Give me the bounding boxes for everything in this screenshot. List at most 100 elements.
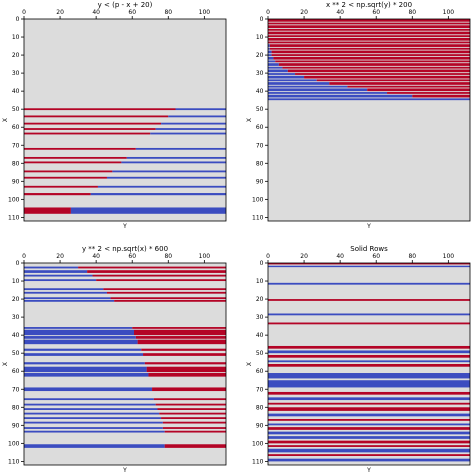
row-blue-segment-13 [268, 56, 274, 60]
y-tick-label: 40 [256, 332, 264, 339]
row-red-segment-3 [268, 25, 470, 29]
row-blue-segment-23 [24, 417, 162, 420]
y-tick-label: 70 [256, 142, 264, 149]
row-blue-segment-7 [24, 297, 111, 300]
axes-frame [23, 262, 227, 466]
row-blue-segment-12 [268, 54, 272, 56]
row-red-segment-26 [164, 430, 226, 433]
row-red-segment-8 [114, 299, 226, 302]
row-red-segment-1 [24, 108, 176, 111]
row-red-segment-9 [24, 170, 113, 173]
row-blue-segment-16 [268, 66, 283, 69]
y-tick-label: 50 [256, 106, 264, 113]
row-blue-segment-19 [24, 398, 154, 401]
row-blue-segment-27 [24, 444, 165, 448]
row-blue-segment-12 [24, 339, 138, 345]
row-red-segment-11 [24, 185, 98, 188]
row-blue-segment-25 [268, 94, 413, 98]
row-bar-28 [268, 458, 470, 462]
chart-panel-2: 0 20 40 60 80 100 0 10 20 30 40 50 60 70 80 90 100 110 x *… [246, 1, 471, 230]
row-red-segment-13 [24, 207, 71, 214]
row-blue-segment-19 [268, 75, 305, 79]
row-red-segment-21 [329, 82, 470, 85]
x-tick-label: 80 [164, 253, 172, 260]
chart-panel-4: 0 20 40 60 80 100 0 10 20 30 40 50 60 70 80 90 100 110 Sol… [246, 245, 471, 474]
row-bar-25 [268, 445, 470, 447]
y-tick-label: 0 [16, 16, 20, 23]
y-tick-label: 10 [256, 278, 264, 285]
y-tick-label: 100 [8, 440, 20, 447]
x-tick-label: 40 [336, 9, 344, 16]
row-bar-21 [268, 427, 470, 430]
row-red-segment-4 [268, 28, 470, 31]
row-blue-segment-4 [24, 279, 97, 282]
row-red-segment-2 [24, 115, 169, 118]
y-tick-label: 50 [12, 350, 20, 357]
row-red-segment-10 [24, 176, 107, 179]
row-blue-segment-9 [24, 327, 133, 329]
y-tick-label: 20 [256, 52, 264, 59]
y-tick-label: 110 [252, 458, 264, 465]
row-blue-segment-10 [24, 329, 135, 336]
y-tick-label: 30 [256, 314, 264, 321]
x-tick-label: 100 [443, 9, 455, 16]
row-red-segment-8 [24, 161, 122, 164]
row-red-segment-7 [268, 37, 470, 41]
row-blue-segment-10 [106, 176, 226, 179]
row-blue-segment-5 [24, 288, 104, 291]
row-blue-segment-26 [268, 98, 470, 101]
row-blue-segment-20 [268, 79, 317, 82]
y-axis-label: X [246, 118, 253, 122]
row-red-segment-12 [271, 54, 470, 56]
y-tick-label: 10 [12, 34, 20, 41]
row-red-segment-27 [164, 444, 226, 448]
row-bar-14 [268, 391, 470, 395]
y-tick-label: 90 [256, 422, 264, 429]
row-blue-segment-15 [268, 63, 279, 66]
row-red-segment-19 [153, 398, 226, 401]
y-tick-label: 80 [12, 160, 20, 167]
y-tick-label: 80 [12, 404, 20, 411]
row-blue-segment-17 [24, 373, 149, 377]
y-tick-label: 70 [256, 386, 264, 393]
row-bar-24 [268, 440, 470, 444]
x-tick-label: 20 [300, 253, 308, 260]
y-tick-label: 60 [256, 368, 264, 375]
row-bar-22 [268, 431, 470, 435]
row-red-segment-22 [159, 412, 226, 415]
row-red-segment-9 [132, 327, 226, 329]
row-red-segment-18 [152, 387, 226, 392]
row-blue-segment-14 [24, 353, 144, 356]
x-tick-label: 100 [199, 9, 211, 16]
row-bar-20 [268, 423, 470, 426]
y-tick-label: 40 [256, 88, 264, 95]
row-bar-11 [268, 364, 470, 367]
y-tick-label: 0 [260, 16, 264, 23]
y-tick-label: 100 [252, 440, 264, 447]
x-tick-label: 80 [164, 9, 172, 16]
row-blue-segment-9 [268, 44, 270, 47]
row-red-segment-16 [146, 366, 226, 373]
row-blue-segment-22 [268, 85, 348, 88]
chart-panel-1: 0 20 40 60 80 100 0 10 20 30 40 50 60 70 80 90 100 110 y <… [2, 1, 227, 230]
row-red-segment-1 [78, 266, 226, 269]
row-blue-segment-11 [268, 50, 272, 54]
row-red-segment-10 [134, 329, 226, 336]
y-tick-label: 80 [256, 404, 264, 411]
row-red-segment-15 [144, 362, 226, 365]
row-red-segment-25 [162, 427, 226, 429]
row-bar-2 [268, 265, 470, 268]
row-red-segment-3 [92, 274, 227, 277]
row-bar-5 [268, 313, 470, 316]
row-bar-27 [268, 454, 470, 456]
x-tick-label: 40 [336, 253, 344, 260]
row-red-segment-24 [387, 92, 470, 94]
row-red-segment-20 [155, 403, 226, 406]
row-red-segment-16 [282, 66, 470, 69]
y-tick-label: 20 [256, 296, 264, 303]
row-bar-3 [268, 282, 470, 285]
x-tick-label: 80 [408, 253, 416, 260]
row-blue-segment-12 [90, 193, 226, 196]
row-red-segment-22 [347, 85, 470, 88]
row-blue-segment-8 [121, 161, 226, 164]
